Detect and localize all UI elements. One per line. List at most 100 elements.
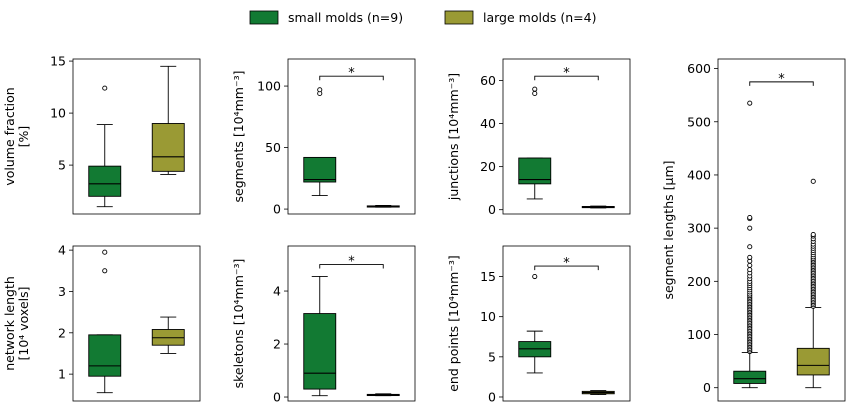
outlier-point	[317, 87, 323, 93]
y-tick-label: 2	[273, 337, 281, 352]
box-small	[88, 85, 122, 208]
y-tick-label: 15	[480, 269, 496, 284]
legend: small molds (n=9) large molds (n=4)	[249, 10, 596, 25]
panel-ep: 0 5 10 15 end points [10⁴mm⁻³] *	[446, 245, 631, 404]
y-axis-label: network length	[2, 276, 17, 371]
outlier-point	[747, 214, 753, 221]
significance-bracket: *	[319, 66, 384, 81]
y-tick-label: 10	[480, 309, 496, 324]
y-axis-label: volume fraction	[2, 87, 17, 185]
outlier-point	[747, 244, 753, 250]
y-tick-label: 60	[480, 73, 496, 88]
bracket-line	[319, 264, 384, 269]
outlier-point	[747, 267, 753, 273]
panel-vf: 5 10 15 volume fraction [%]	[2, 54, 201, 215]
box-body	[151, 123, 185, 172]
outlier-point	[532, 90, 538, 96]
panel-nl: 1 2 3 4 network length [10⁴ voxels]	[2, 243, 201, 402]
outlier-point	[532, 86, 538, 92]
y-tick-label: 4	[273, 284, 281, 299]
significance-label: *	[348, 255, 355, 270]
y-tick-label: 100	[687, 327, 711, 342]
significance-bracket: *	[319, 255, 384, 270]
box-large	[366, 393, 400, 397]
y-tick-label: 0	[273, 202, 281, 217]
panel-junc: 0 20 40 60 junctions [10⁴mm⁻³] *	[446, 58, 631, 217]
box-body	[303, 313, 337, 390]
significance-label: *	[563, 66, 570, 81]
y-tick-label: 20	[480, 159, 496, 174]
y-axis-label: skeletons [10⁴mm⁻³]	[231, 259, 246, 389]
y-tick-label: 10	[50, 106, 66, 121]
bracket-line	[534, 75, 599, 81]
outlier-point	[810, 231, 816, 238]
outlier-point	[747, 225, 753, 231]
axes-frame	[287, 245, 416, 402]
significance-bracket: *	[534, 66, 599, 81]
outlier-point	[102, 85, 108, 91]
significance-label: *	[778, 72, 785, 87]
significance-bracket: *	[534, 256, 599, 271]
y-axis-label: segment lengths [µm]	[661, 160, 676, 299]
outlier-point	[747, 254, 753, 260]
box-body	[88, 334, 122, 377]
y-tick-label: 400	[687, 167, 711, 182]
legend-label-small: small molds (n=9)	[288, 10, 403, 25]
axes-frame	[717, 58, 846, 402]
axes-frame	[72, 58, 201, 215]
outlier-point	[747, 100, 753, 106]
y-axis-label: [%]	[16, 126, 31, 148]
y-tick-label: 0	[488, 202, 496, 217]
axes-frame	[502, 245, 631, 402]
axes-frame	[287, 58, 416, 215]
y-tick-label: 2	[58, 325, 66, 340]
y-tick-label: 1	[58, 367, 66, 382]
y-tick-label: 15	[50, 54, 66, 69]
y-tick-label: 200	[687, 274, 711, 289]
box-large	[796, 178, 830, 389]
box-small	[303, 87, 337, 196]
box-large	[151, 65, 185, 175]
panel-seg: 0 50 100 segments [10⁴mm⁻³] *	[231, 58, 416, 217]
box-body	[88, 165, 122, 197]
y-tick-label: 5	[488, 349, 496, 364]
box-large	[581, 205, 615, 209]
axes-frame	[502, 58, 631, 215]
y-tick-label: 300	[687, 221, 711, 236]
y-tick-label: 0	[488, 389, 496, 404]
legend-swatch-small	[249, 10, 279, 25]
y-tick-label: 0	[273, 390, 281, 405]
panel-skel: 0 2 4 skeletons [10⁴mm⁻³] *	[231, 245, 416, 405]
outlier-point	[102, 249, 108, 255]
significance-label: *	[563, 256, 570, 271]
box-small	[88, 249, 122, 394]
y-tick-label: 500	[687, 114, 711, 129]
y-tick-label: 40	[480, 116, 496, 131]
outlier-point	[747, 262, 753, 268]
y-axis-label: [10⁴ voxels]	[16, 287, 31, 361]
box-small	[518, 86, 552, 200]
y-axis-label: junctions [10⁴mm⁻³]	[446, 73, 461, 201]
axes-frame	[72, 245, 201, 402]
bracket-line	[319, 75, 384, 81]
y-tick-label: 5	[58, 158, 66, 173]
y-axis-label: segments [10⁴mm⁻³]	[231, 71, 246, 203]
outlier-point	[102, 268, 108, 274]
box-small	[303, 276, 337, 397]
box-small	[733, 100, 767, 389]
y-tick-label: 3	[58, 284, 66, 299]
panel-sl: 0 100 200 300 400 500 600 segment lengths [µm] *	[661, 58, 846, 402]
legend-swatch-large	[444, 10, 474, 25]
box-large	[581, 390, 615, 396]
y-tick-label: 0	[703, 380, 711, 395]
legend-label-large: large molds (n=4)	[483, 10, 596, 25]
outlier-point	[532, 273, 538, 280]
outlier-point	[810, 178, 816, 184]
box-small	[518, 273, 552, 374]
box-body	[303, 156, 337, 183]
box-body	[733, 370, 767, 384]
significance-label: *	[348, 66, 355, 81]
y-tick-label: 100	[257, 79, 281, 94]
